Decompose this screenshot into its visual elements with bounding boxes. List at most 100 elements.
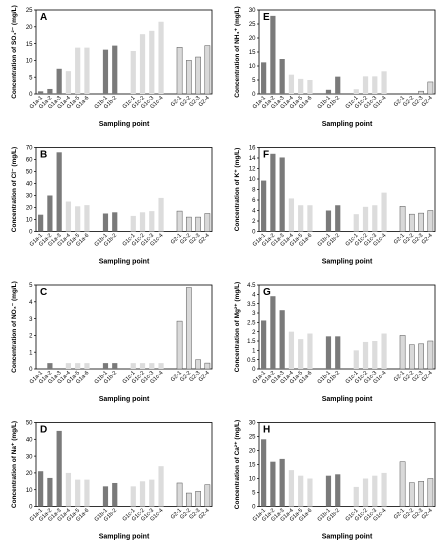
plot-frame: [35, 284, 213, 370]
bar-G1b-1: [325, 336, 332, 369]
y-tick-label: 5: [29, 283, 33, 289]
panel-label: F: [263, 150, 269, 161]
bar-G1a-2: [47, 88, 53, 94]
bar-G1c-2: [139, 212, 146, 232]
y-tick-label: 20: [249, 449, 256, 455]
y-tick-label: 10: [26, 59, 33, 65]
bar-G2-3: [195, 359, 201, 370]
y-tick-label: 50: [26, 421, 33, 427]
panel-label: H: [263, 425, 270, 436]
bar-G2-1: [176, 482, 183, 507]
y-tick-label: 10: [249, 477, 256, 483]
x-tick-label: G2-4: [421, 508, 434, 521]
panel-label: D: [40, 425, 47, 436]
bar-G1a-2: [270, 153, 276, 232]
y-tick-label: 5: [252, 78, 256, 84]
bar-G2-1: [399, 461, 406, 507]
bar-G1a-6: [307, 478, 313, 507]
bar-G1c-1: [353, 486, 359, 507]
plot-frame: [258, 9, 436, 95]
y-tick-label: 0: [252, 367, 256, 373]
bar-G1a-5: [75, 479, 81, 507]
bar-G1a-6: [307, 80, 313, 94]
bar-G2-4: [204, 484, 211, 507]
plot-frame: [258, 147, 436, 232]
y-tick-label: 15: [249, 463, 256, 469]
bar-G1c-1: [130, 486, 136, 507]
bar-G1c-4: [158, 363, 164, 369]
bar-G1a-4: [65, 472, 72, 507]
bar-G1a-6: [84, 363, 90, 369]
y-tick-label: 10: [26, 218, 33, 224]
bar-G1c-2: [362, 76, 369, 94]
plot-frame: [258, 422, 436, 507]
bar-G1c-2: [362, 341, 369, 369]
bar-G1c-4: [381, 192, 387, 232]
y-axis-label: Concentration of SO₄²⁻ (mg/L): [11, 5, 18, 99]
bar-G1b-1: [102, 213, 109, 232]
y-tick-label: 15: [26, 42, 33, 48]
bar-G1a-2: [270, 461, 276, 507]
y-tick-label: 15: [249, 50, 256, 56]
bar-G1c-3: [372, 205, 378, 232]
bar-G1b-2: [112, 482, 118, 507]
y-tick-label: 2: [252, 330, 256, 336]
y-tick-label: 20: [26, 471, 33, 477]
bar-G2-2: [185, 60, 192, 95]
bar-G2-4: [427, 210, 434, 232]
x-axis-label: Sampling point: [322, 396, 373, 403]
bar-G1a-5: [298, 205, 304, 232]
y-axis-label: Concentration of Ca²⁺ (mg/L): [234, 420, 241, 509]
plot-frame: [35, 147, 213, 232]
bar-G1c-4: [158, 21, 164, 94]
x-tick-label: G2-4: [421, 370, 434, 383]
bar-G1c-3: [149, 211, 155, 232]
bar-G1a-6: [84, 479, 90, 507]
bar-G1c-2: [139, 363, 146, 369]
bar-G1c-3: [149, 363, 155, 369]
bar-G1c-2: [362, 206, 369, 232]
bar-G1c-1: [130, 50, 136, 94]
chart-panel-E: E 0 5 10 15 20 25 30 Concentration of NH₄⁺ (mg/L…: [234, 6, 436, 128]
bar-G2-4: [204, 362, 211, 370]
y-tick-label: 0: [29, 367, 33, 373]
bar-G2-3: [418, 212, 424, 232]
bar-G1a-5: [298, 339, 304, 369]
bar-G1b-1: [102, 49, 109, 94]
bar-G2-4: [427, 340, 434, 370]
bar-G1c-1: [130, 215, 136, 232]
bar-G1b-2: [335, 76, 341, 94]
y-tick-label: 20: [26, 206, 33, 212]
bar-G1a-6: [84, 205, 90, 232]
bar-G1a-4: [65, 201, 72, 232]
bar-G2-1: [176, 210, 183, 232]
x-axis-label: Sampling point: [99, 396, 150, 403]
bar-G1a-2: [270, 15, 276, 95]
panel-label: A: [40, 12, 47, 23]
bar-G1a-4: [288, 74, 295, 94]
bar-G1a-3: [279, 458, 285, 507]
y-axis-label: Concentration of NH₄⁺ (mg/L): [234, 6, 241, 97]
y-tick-label: 70: [26, 146, 33, 152]
bar-G2-3: [195, 491, 201, 507]
y-axis-label: Concentration of K⁺ (mg/L): [234, 148, 241, 232]
y-tick-label: 10: [26, 488, 33, 494]
y-tick-label: 8: [252, 188, 256, 194]
y-tick-label: 4: [252, 293, 256, 299]
bar-G1c-2: [139, 34, 146, 94]
bar-G1a-4: [288, 198, 295, 232]
bar-G1c-4: [381, 71, 387, 94]
bar-G1a-4: [65, 363, 72, 369]
bar-G1a-4: [288, 331, 295, 369]
panel-label: C: [40, 287, 47, 298]
bar-G1c-4: [381, 333, 387, 369]
y-tick-label: 4.5: [247, 283, 256, 289]
panel-label: E: [263, 12, 270, 23]
bar-G1a-5: [298, 475, 304, 507]
x-axis-label: Sampling point: [322, 121, 373, 128]
x-axis-label: Sampling point: [322, 534, 373, 541]
bar-G1a-1: [261, 320, 267, 369]
bar-G2-2: [185, 216, 192, 232]
y-tick-label: 40: [26, 438, 33, 444]
